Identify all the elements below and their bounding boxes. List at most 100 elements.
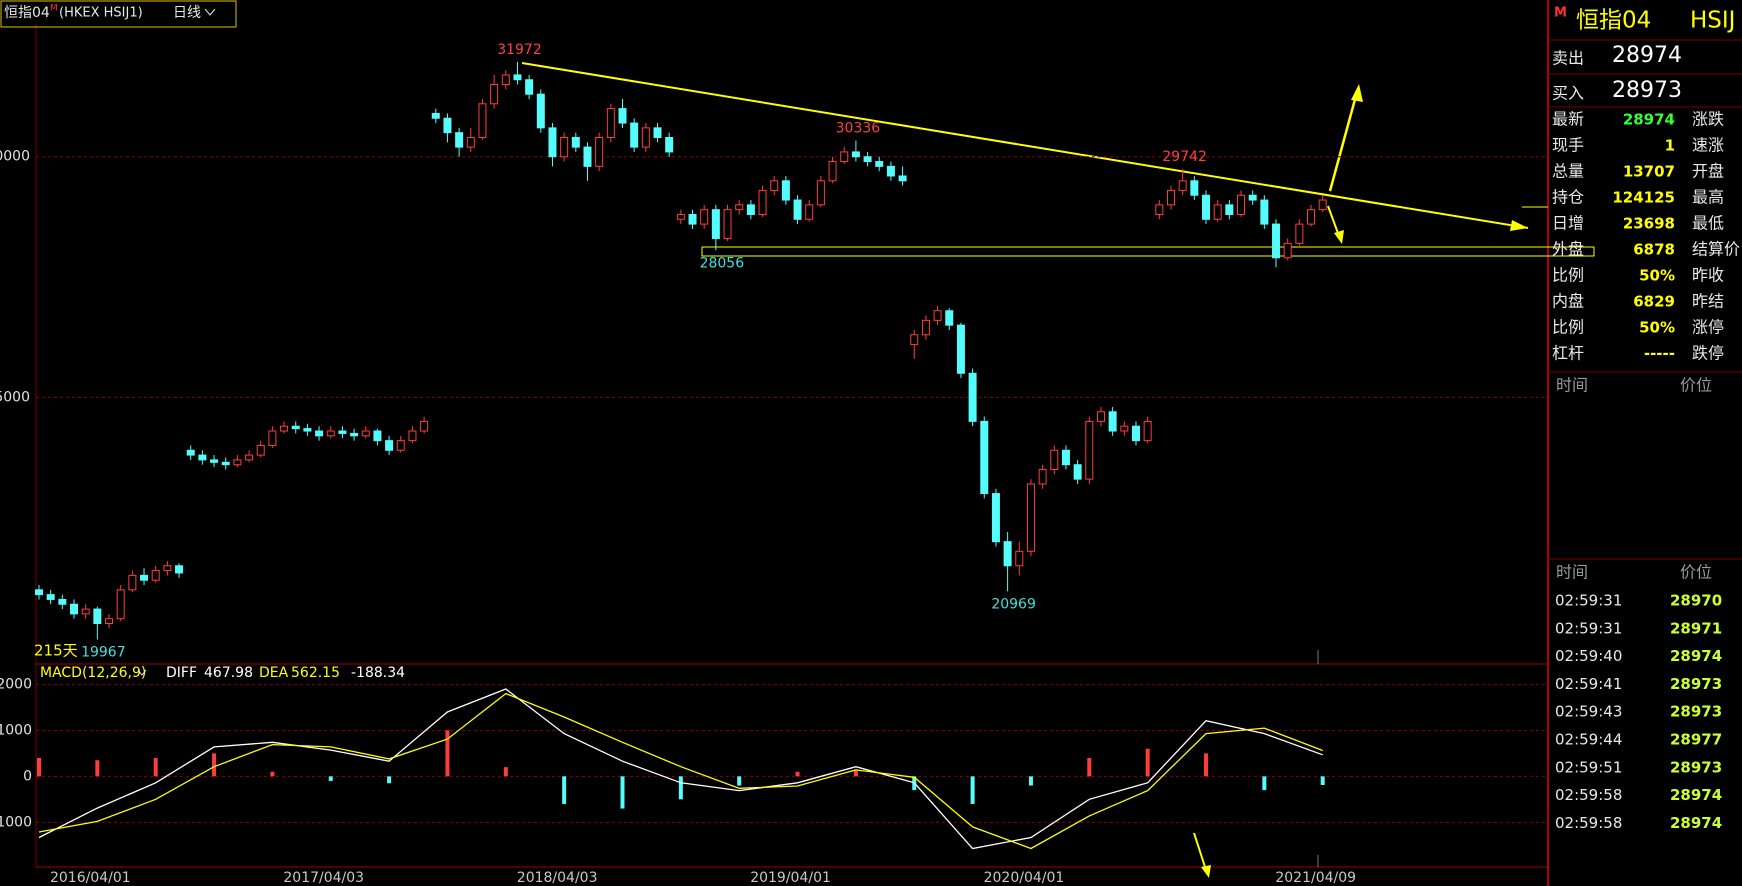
- trade-time: 02:59:41: [1555, 675, 1622, 693]
- candle-body: [641, 127, 650, 148]
- candle-body: [700, 209, 709, 225]
- support-box: [701, 246, 1595, 257]
- column-header: 时间: [1556, 563, 1588, 582]
- dropdown-icon[interactable]: [204, 8, 216, 16]
- candle-body: [501, 74, 510, 86]
- row-label: 昨结: [1692, 292, 1724, 311]
- candle-body: [443, 117, 452, 134]
- candle-body: [793, 199, 802, 220]
- row-label: 外盘: [1552, 240, 1584, 259]
- panel-marker: M: [1554, 6, 1567, 21]
- candle-body: [1202, 194, 1210, 220]
- macd-title: MACD(12,26,9): [40, 665, 146, 681]
- candle-body: [1015, 550, 1024, 567]
- candle-body: [851, 151, 860, 158]
- candle-body: [1155, 204, 1164, 215]
- ask-price: 28974: [1612, 43, 1682, 68]
- candle-body: [1213, 204, 1222, 220]
- candle-body: [933, 310, 942, 321]
- candle-body: [711, 209, 720, 240]
- arrow-head: [1351, 84, 1363, 102]
- row-label: 内盘: [1552, 292, 1584, 311]
- candle-body: [291, 425, 300, 430]
- row-value: 6878: [1633, 241, 1675, 259]
- macd-line: [38, 688, 1323, 850]
- candle-body: [653, 127, 662, 138]
- row-value: 50%: [1639, 319, 1675, 337]
- candle-body: [536, 93, 545, 129]
- row-value: 50%: [1639, 267, 1675, 285]
- candle-body: [198, 454, 207, 461]
- candle-body: [1248, 194, 1257, 201]
- candle-body: [116, 589, 125, 620]
- candle-body: [1225, 204, 1234, 215]
- candle-body: [1038, 469, 1047, 485]
- candle-body: [910, 334, 919, 345]
- candle-body: [1120, 425, 1129, 432]
- row-label: 跌停: [1692, 344, 1724, 363]
- row-label: 最高: [1692, 188, 1724, 207]
- candle-body: [758, 189, 767, 215]
- row-value: 6829: [1633, 293, 1675, 311]
- candle-body: [816, 180, 825, 206]
- y-tick-label: -1000: [0, 814, 32, 830]
- candle-body: [630, 122, 639, 148]
- candle-body: [338, 430, 347, 434]
- candle-body: [513, 74, 522, 81]
- candle-body: [735, 204, 744, 211]
- row-label: 涨停: [1692, 318, 1724, 337]
- candle-body: [1260, 199, 1269, 225]
- candle-body: [1096, 411, 1105, 422]
- macd-bar: [270, 771, 275, 777]
- trend-line: [521, 62, 1529, 229]
- legend-name: DIFF: [166, 665, 197, 681]
- macd-bar: [562, 776, 567, 804]
- candle-body: [93, 608, 102, 625]
- candle-body: [560, 136, 569, 158]
- row-label: 涨跌: [1692, 110, 1724, 129]
- candle-body: [676, 213, 685, 220]
- candle-body: [840, 151, 849, 163]
- trade-price: 28970: [1670, 592, 1722, 610]
- x-tick-label: 2018/04/03: [517, 870, 598, 886]
- candle-body: [945, 310, 954, 326]
- candle-body: [431, 112, 440, 119]
- candle-body: [525, 79, 534, 95]
- legend-value: -188.34: [351, 665, 405, 681]
- candle-body: [105, 618, 114, 625]
- candle-body: [373, 430, 382, 442]
- macd-bar: [1320, 776, 1325, 786]
- macd-bar: [503, 767, 508, 777]
- header-box[interactable]: [0, 0, 237, 28]
- candle-body: [828, 161, 837, 182]
- candle-body: [221, 461, 230, 466]
- dropdown-icon[interactable]: [137, 669, 147, 676]
- candle-body: [1050, 449, 1059, 471]
- candle-body: [991, 493, 1000, 543]
- macd-bar: [1145, 748, 1150, 777]
- macd-bar: [212, 753, 217, 777]
- candle-body: [46, 594, 55, 600]
- period[interactable]: 日线: [173, 5, 201, 21]
- candle-body: [303, 428, 312, 432]
- row-label: 持仓: [1552, 188, 1584, 207]
- candle-body: [805, 204, 814, 220]
- candle-body: [35, 589, 43, 596]
- candle-body: [210, 459, 219, 463]
- macd-bar: [737, 776, 742, 786]
- macd-bar: [620, 776, 625, 809]
- row-label: 昨收: [1692, 266, 1724, 285]
- macd-bar: [387, 776, 392, 784]
- candle-body: [1295, 223, 1304, 244]
- macd-line: [38, 692, 1323, 850]
- row-label: 杠杆: [1552, 344, 1584, 363]
- symbol-code: (HKEX HSIJ1): [59, 6, 143, 21]
- legend-value: 467.98: [204, 665, 253, 681]
- candle-body: [455, 132, 464, 148]
- candle-body: [245, 454, 254, 461]
- macd-bar: [37, 757, 41, 777]
- low-label: 19967: [81, 645, 126, 661]
- row-label: 速涨: [1692, 136, 1724, 155]
- candle-body: [1272, 223, 1281, 259]
- candle-body: [175, 565, 184, 574]
